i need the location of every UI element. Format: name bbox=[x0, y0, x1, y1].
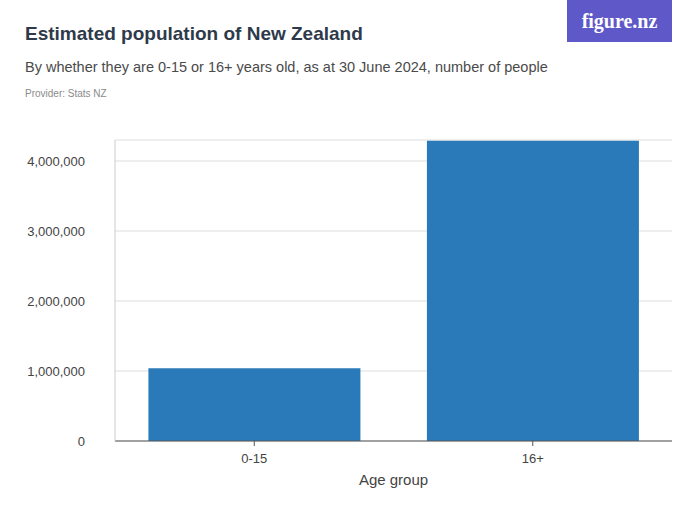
svg-text:1,000,000: 1,000,000 bbox=[27, 364, 85, 379]
html-text:By whether they are 0-15 or 16: By whether they are 0-15 or 16+ years ol… bbox=[25, 59, 548, 75]
html-text:Provider: Stats NZ: Provider: Stats NZ bbox=[25, 88, 107, 99]
html-text:Estimated population of New Ze: Estimated population of New Zealand bbox=[25, 23, 363, 44]
html-text:figure.nz: figure.nz bbox=[581, 9, 658, 32]
svg-text:3,000,000: 3,000,000 bbox=[27, 224, 85, 239]
svg-text:0-15: 0-15 bbox=[241, 451, 267, 466]
svg-text:2,000,000: 2,000,000 bbox=[27, 294, 85, 309]
svg-text:16+: 16+ bbox=[522, 451, 544, 466]
svg-text:0: 0 bbox=[78, 434, 85, 449]
svg-text:Age group: Age group bbox=[359, 471, 428, 488]
svg-text:4,000,000: 4,000,000 bbox=[27, 154, 85, 169]
